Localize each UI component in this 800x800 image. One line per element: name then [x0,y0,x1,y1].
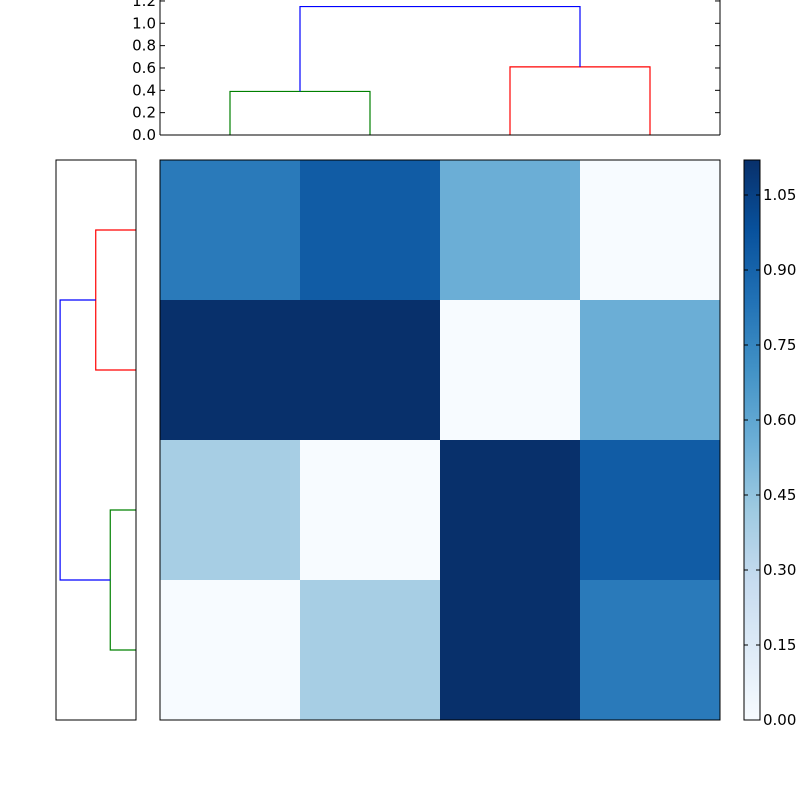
heatmap-cell [440,440,581,581]
heatmap-cell [580,300,721,441]
heatmap-cell [440,580,581,721]
top-dendrogram-tick-label: 0.8 [132,37,156,55]
left-dendrogram-frame [55,159,137,721]
heatmap-cell [300,300,441,441]
top-dendrogram-tick-label: 1.2 [132,0,156,10]
heatmap-cell [580,580,721,721]
colorbar: 0.00 0.15 0.30 0.45 0.60 0.75 0.90 1.05 [743,159,796,729]
top-dendrogram-link [229,90,371,135]
heatmap-cell [160,300,301,441]
top-dendrogram: 0.0 0.2 0.4 0.6 0.8 1.0 1.2 [132,0,721,144]
top-dendrogram-link [299,5,581,92]
colorbar-gradient [744,160,760,720]
left-dendrogram-link [59,299,111,581]
heatmap-frame [159,159,721,721]
top-dendrogram-link [509,66,651,135]
heatmap-cell [300,440,441,581]
top-dendrogram-tick-label: 0.0 [132,126,156,144]
colorbar-tick-label: 1.05 [763,186,796,204]
top-dendrogram-tick-label: 0.4 [132,81,156,99]
heatmap-cell [580,440,721,581]
left-dendrogram [55,159,137,721]
colorbar-tick-label: 0.75 [763,336,796,354]
top-dendrogram-tick-label: 1.0 [132,14,156,32]
heatmap-cell [160,580,301,721]
heatmap-cell [580,160,721,301]
colorbar-tick-label: 0.00 [763,711,796,729]
heatmap-cell [440,160,581,301]
colorbar-tick-label: 0.90 [763,261,796,279]
colorbar-tick-label: 0.60 [763,411,796,429]
left-dendrogram-link [109,509,136,651]
colorbar-tick-label: 0.15 [763,636,796,654]
heatmap-cell [160,440,301,581]
heatmap-cell [160,160,301,301]
heatmap-cell [300,160,441,301]
colorbar-tick-label: 0.45 [763,486,796,504]
heatmap [159,159,721,721]
top-dendrogram-tick-label: 0.2 [132,104,156,122]
colorbar-frame [743,159,761,721]
left-dendrogram-link [95,229,136,371]
heatmap-cell [440,300,581,441]
top-dendrogram-tick-label: 0.6 [132,59,156,77]
heatmap-cell [300,580,441,721]
colorbar-tick-label: 0.30 [763,561,796,579]
